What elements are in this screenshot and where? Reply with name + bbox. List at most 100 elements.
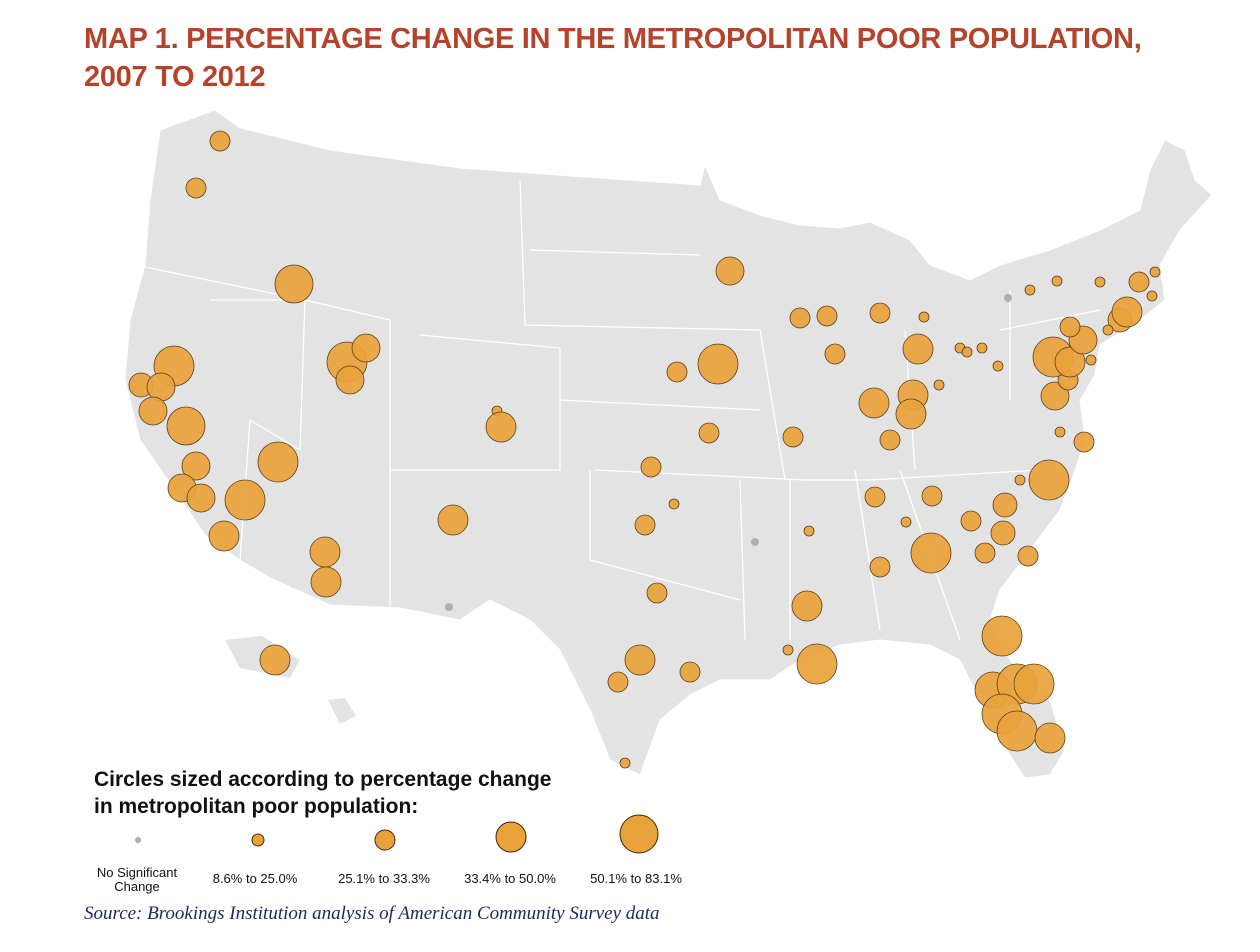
metro-marker: [351, 333, 381, 363]
metro-marker: [974, 542, 996, 564]
legend-label-2: 25.1% to 33.3%: [338, 871, 430, 886]
metro-marker: [996, 710, 1038, 752]
metro-marker: [224, 479, 266, 521]
metro-marker: [1111, 296, 1143, 328]
metro-marker: [274, 264, 314, 304]
map-title: MAP 1. PERCENTAGE CHANGE IN THE METROPOL…: [84, 20, 1142, 96]
metro-marker: [1149, 266, 1161, 278]
metro-marker: [209, 130, 231, 152]
metro-marker: [138, 396, 168, 426]
legend-label-1: 8.6% to 25.0%: [212, 871, 298, 886]
metro-marker: [698, 422, 720, 444]
metro-marker: [634, 514, 656, 536]
metro-marker: [900, 516, 912, 528]
metro-marker: [309, 536, 341, 568]
metro-marker: [910, 532, 952, 574]
metro-marker: [933, 379, 945, 391]
metro-marker: [1040, 381, 1070, 411]
metro-marker: [335, 365, 365, 395]
metro-marker: [789, 307, 811, 329]
metro-marker: [921, 485, 943, 507]
metro-marker: [1017, 545, 1039, 567]
metro-marker: [679, 661, 701, 683]
metro-marker: [960, 510, 982, 532]
legend-circle-2: [374, 829, 396, 851]
metro-marker: [607, 671, 629, 693]
metro-marker: [166, 406, 206, 446]
metro-marker: [902, 333, 934, 365]
metro-marker: [803, 525, 815, 537]
metro-marker: [186, 483, 216, 513]
title-line-2: 2007 TO 2012: [84, 61, 266, 93]
metro-marker: [1094, 276, 1106, 288]
source-note: Source: Brookings Institution analysis o…: [84, 903, 660, 924]
legend-circle-4: [619, 814, 659, 854]
metro-marker: [976, 342, 988, 354]
metro-marker: [715, 256, 745, 286]
metro-marker: [437, 504, 469, 536]
metro-marker: [1146, 290, 1158, 302]
legend-label-no-change: No Significant Change: [96, 865, 178, 894]
legend-circle-3: [495, 821, 527, 853]
metro-marker: [879, 429, 901, 451]
legend-circle-0: [135, 837, 141, 843]
legend-heading: Circles sized according to percentage ch…: [94, 766, 551, 820]
metro-marker: [310, 566, 342, 598]
metro-marker: [869, 302, 891, 324]
metro-marker: [782, 644, 794, 656]
legend-label-3: 33.4% to 50.0%: [464, 871, 556, 886]
legend-label-4: 50.1% to 83.1%: [590, 871, 682, 886]
metro-marker: [992, 492, 1018, 518]
metro-marker: [918, 311, 930, 323]
metro-marker: [895, 398, 927, 430]
metro-marker: [824, 343, 846, 365]
metro-marker: [1028, 459, 1070, 501]
metro-marker: [981, 615, 1023, 657]
metro-marker: [1054, 426, 1066, 438]
metro-marker: [858, 387, 890, 419]
metro-marker: [185, 177, 207, 199]
hawaii-islands: [328, 698, 356, 724]
metro-marker: [796, 643, 838, 685]
metro-marker: [1054, 346, 1086, 378]
metro-marker-no-change: [445, 603, 453, 611]
legend-heading-line-2: in metropolitan poor population:: [94, 795, 419, 818]
metro-marker: [791, 590, 823, 622]
metro-marker: [869, 556, 891, 578]
metro-marker: [1024, 284, 1036, 296]
title-line-1: MAP 1. PERCENTAGE CHANGE IN THE METROPOL…: [84, 23, 1142, 55]
metro-marker: [1073, 431, 1095, 453]
metro-marker: [816, 305, 838, 327]
metro-marker: [646, 582, 668, 604]
metro-marker-no-change: [1004, 294, 1012, 302]
metro-marker: [961, 346, 973, 358]
metro-marker: [485, 411, 517, 443]
metro-marker: [668, 498, 680, 510]
metro-marker-no-change: [751, 538, 759, 546]
metro-marker: [640, 456, 662, 478]
metro-marker: [619, 757, 631, 769]
legend-circles: [135, 814, 659, 854]
legend-circle-1: [251, 833, 265, 847]
metro-marker: [697, 343, 739, 385]
metro-marker: [990, 520, 1016, 546]
metro-marker: [1014, 474, 1026, 486]
metro-marker: [864, 486, 886, 508]
metro-marker: [666, 361, 688, 383]
metro-marker: [782, 426, 804, 448]
metro-marker: [1085, 354, 1097, 366]
metro-marker: [257, 441, 299, 483]
metro-markers: [128, 130, 1161, 769]
legend-heading-line-1: Circles sized according to percentage ch…: [94, 768, 552, 791]
us-land: [124, 109, 1213, 779]
metro-marker: [1102, 324, 1114, 336]
metro-marker: [181, 451, 211, 481]
metro-marker: [208, 520, 240, 552]
metro-marker: [259, 644, 291, 676]
metro-marker: [1051, 275, 1063, 287]
metro-marker: [1128, 271, 1150, 293]
metro-marker: [1013, 663, 1055, 705]
metro-marker: [1059, 316, 1081, 338]
metro-marker: [992, 360, 1004, 372]
